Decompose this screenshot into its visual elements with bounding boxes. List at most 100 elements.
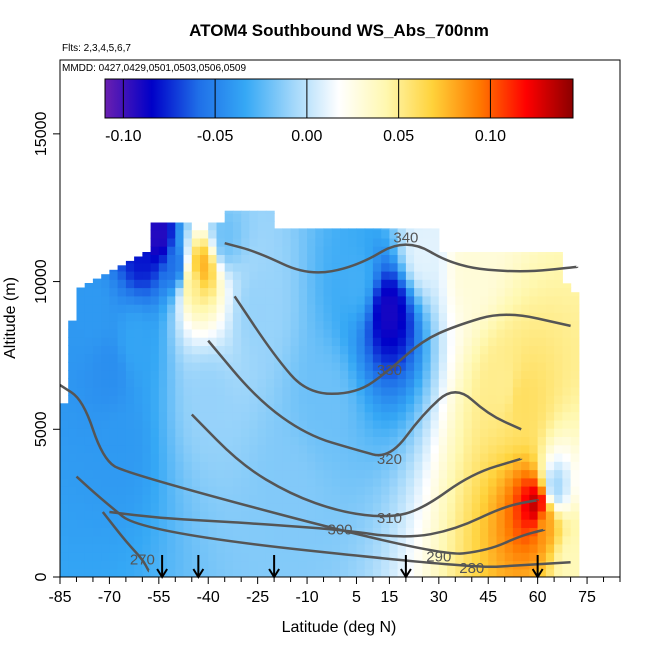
heatmap-cell bbox=[480, 519, 489, 528]
heatmap-cell bbox=[241, 287, 250, 297]
heatmap-cell bbox=[134, 328, 143, 338]
heatmap-cell bbox=[183, 386, 193, 396]
heatmap-cell bbox=[257, 304, 267, 313]
heatmap-cell bbox=[307, 494, 316, 504]
heatmap-cell bbox=[282, 353, 292, 363]
heatmap-cell bbox=[158, 345, 168, 355]
heatmap-cell bbox=[480, 287, 489, 297]
heatmap-cell bbox=[331, 552, 341, 562]
heatmap-cell bbox=[191, 361, 201, 371]
heatmap-cell bbox=[430, 535, 440, 545]
heatmap-cell bbox=[274, 477, 283, 487]
heatmap-cell bbox=[471, 353, 481, 363]
heatmap-cell bbox=[249, 221, 259, 231]
heatmap-cell bbox=[282, 386, 292, 396]
heatmap-cell bbox=[331, 527, 341, 537]
heatmap-cell bbox=[167, 543, 176, 553]
heatmap-cell bbox=[224, 295, 234, 305]
heatmap-cell bbox=[134, 494, 143, 504]
heatmap-cell bbox=[496, 568, 506, 577]
heatmap-cell bbox=[68, 535, 77, 545]
heatmap-cell bbox=[249, 494, 259, 504]
heatmap-cell bbox=[142, 535, 152, 545]
heatmap-cell bbox=[117, 461, 127, 471]
heatmap-cell bbox=[265, 502, 275, 512]
heatmap-cell bbox=[364, 279, 374, 289]
heatmap-cell bbox=[340, 428, 349, 437]
heatmap-cell bbox=[422, 254, 432, 264]
heatmap-cell bbox=[158, 361, 168, 371]
heatmap-cell bbox=[348, 229, 357, 239]
heatmap-cell bbox=[84, 477, 94, 487]
heatmap-cell bbox=[200, 535, 209, 545]
heatmap-cell bbox=[504, 279, 514, 289]
heatmap-cell bbox=[257, 295, 267, 305]
heatmap-cell bbox=[405, 543, 415, 553]
heatmap-cell bbox=[265, 386, 275, 396]
heatmap-cell bbox=[438, 502, 448, 512]
heatmap-cell bbox=[315, 403, 325, 413]
heatmap-cell bbox=[356, 304, 366, 313]
heatmap-cell bbox=[463, 287, 473, 297]
heatmap-cell bbox=[142, 461, 152, 471]
heatmap-cell bbox=[521, 461, 530, 471]
heatmap-cell bbox=[117, 304, 127, 313]
heatmap-cell bbox=[265, 210, 275, 214]
heatmap-cell bbox=[438, 444, 448, 454]
heatmap-cell bbox=[545, 328, 555, 338]
heatmap-cell bbox=[463, 535, 473, 545]
heatmap-cell bbox=[68, 353, 77, 363]
heatmap-cell bbox=[257, 560, 267, 570]
heatmap-cell bbox=[109, 370, 119, 380]
heatmap-cell bbox=[512, 312, 522, 322]
heatmap-cell bbox=[372, 295, 382, 305]
heatmap-cell bbox=[298, 304, 308, 313]
heatmap-cell bbox=[208, 295, 217, 305]
heatmap-cell bbox=[323, 370, 333, 380]
colorbar-tick-label: -0.10 bbox=[105, 128, 142, 145]
heatmap-cell bbox=[265, 552, 275, 562]
heatmap-cell bbox=[422, 320, 432, 330]
heatmap-cell bbox=[340, 361, 349, 371]
heatmap-cell bbox=[537, 353, 547, 363]
heatmap-cell bbox=[117, 419, 127, 429]
heatmap-cell bbox=[529, 494, 539, 504]
heatmap-cell bbox=[414, 262, 423, 272]
heatmap-cell bbox=[521, 552, 530, 562]
heatmap-cell bbox=[76, 386, 86, 396]
heatmap-cell bbox=[340, 345, 349, 355]
heatmap-cell bbox=[315, 378, 325, 388]
heatmap-cell bbox=[134, 560, 143, 570]
heatmap-cell bbox=[224, 519, 234, 528]
heatmap-cell bbox=[150, 262, 160, 272]
heatmap-cell bbox=[463, 469, 473, 479]
heatmap-cell bbox=[241, 452, 250, 462]
heatmap-cell bbox=[84, 486, 94, 495]
heatmap-cell bbox=[340, 461, 349, 471]
heatmap-cell bbox=[183, 246, 193, 255]
heatmap-cell bbox=[274, 320, 283, 330]
heatmap-cell bbox=[290, 361, 300, 371]
heatmap-cell bbox=[68, 411, 77, 421]
heatmap-cell bbox=[455, 312, 465, 322]
heatmap-cell bbox=[504, 494, 514, 504]
heatmap-cell bbox=[438, 370, 448, 380]
heatmap-cell bbox=[134, 411, 143, 421]
heatmap-cell bbox=[397, 411, 407, 421]
heatmap-cell bbox=[381, 345, 390, 355]
heatmap-cell bbox=[232, 535, 242, 545]
heatmap-cell bbox=[200, 428, 209, 437]
heatmap-cell bbox=[265, 337, 275, 346]
heatmap-cell bbox=[512, 494, 522, 504]
heatmap-cell bbox=[249, 304, 259, 313]
heatmap-cell bbox=[101, 274, 110, 280]
heatmap-cell bbox=[570, 411, 580, 421]
heatmap-cell bbox=[389, 262, 399, 272]
heatmap-cell bbox=[389, 403, 399, 413]
heatmap-cell bbox=[232, 428, 242, 437]
heatmap-cell bbox=[529, 486, 539, 495]
heatmap-cell bbox=[290, 386, 300, 396]
heatmap-cell bbox=[570, 502, 580, 512]
heatmap-cell bbox=[241, 353, 250, 363]
